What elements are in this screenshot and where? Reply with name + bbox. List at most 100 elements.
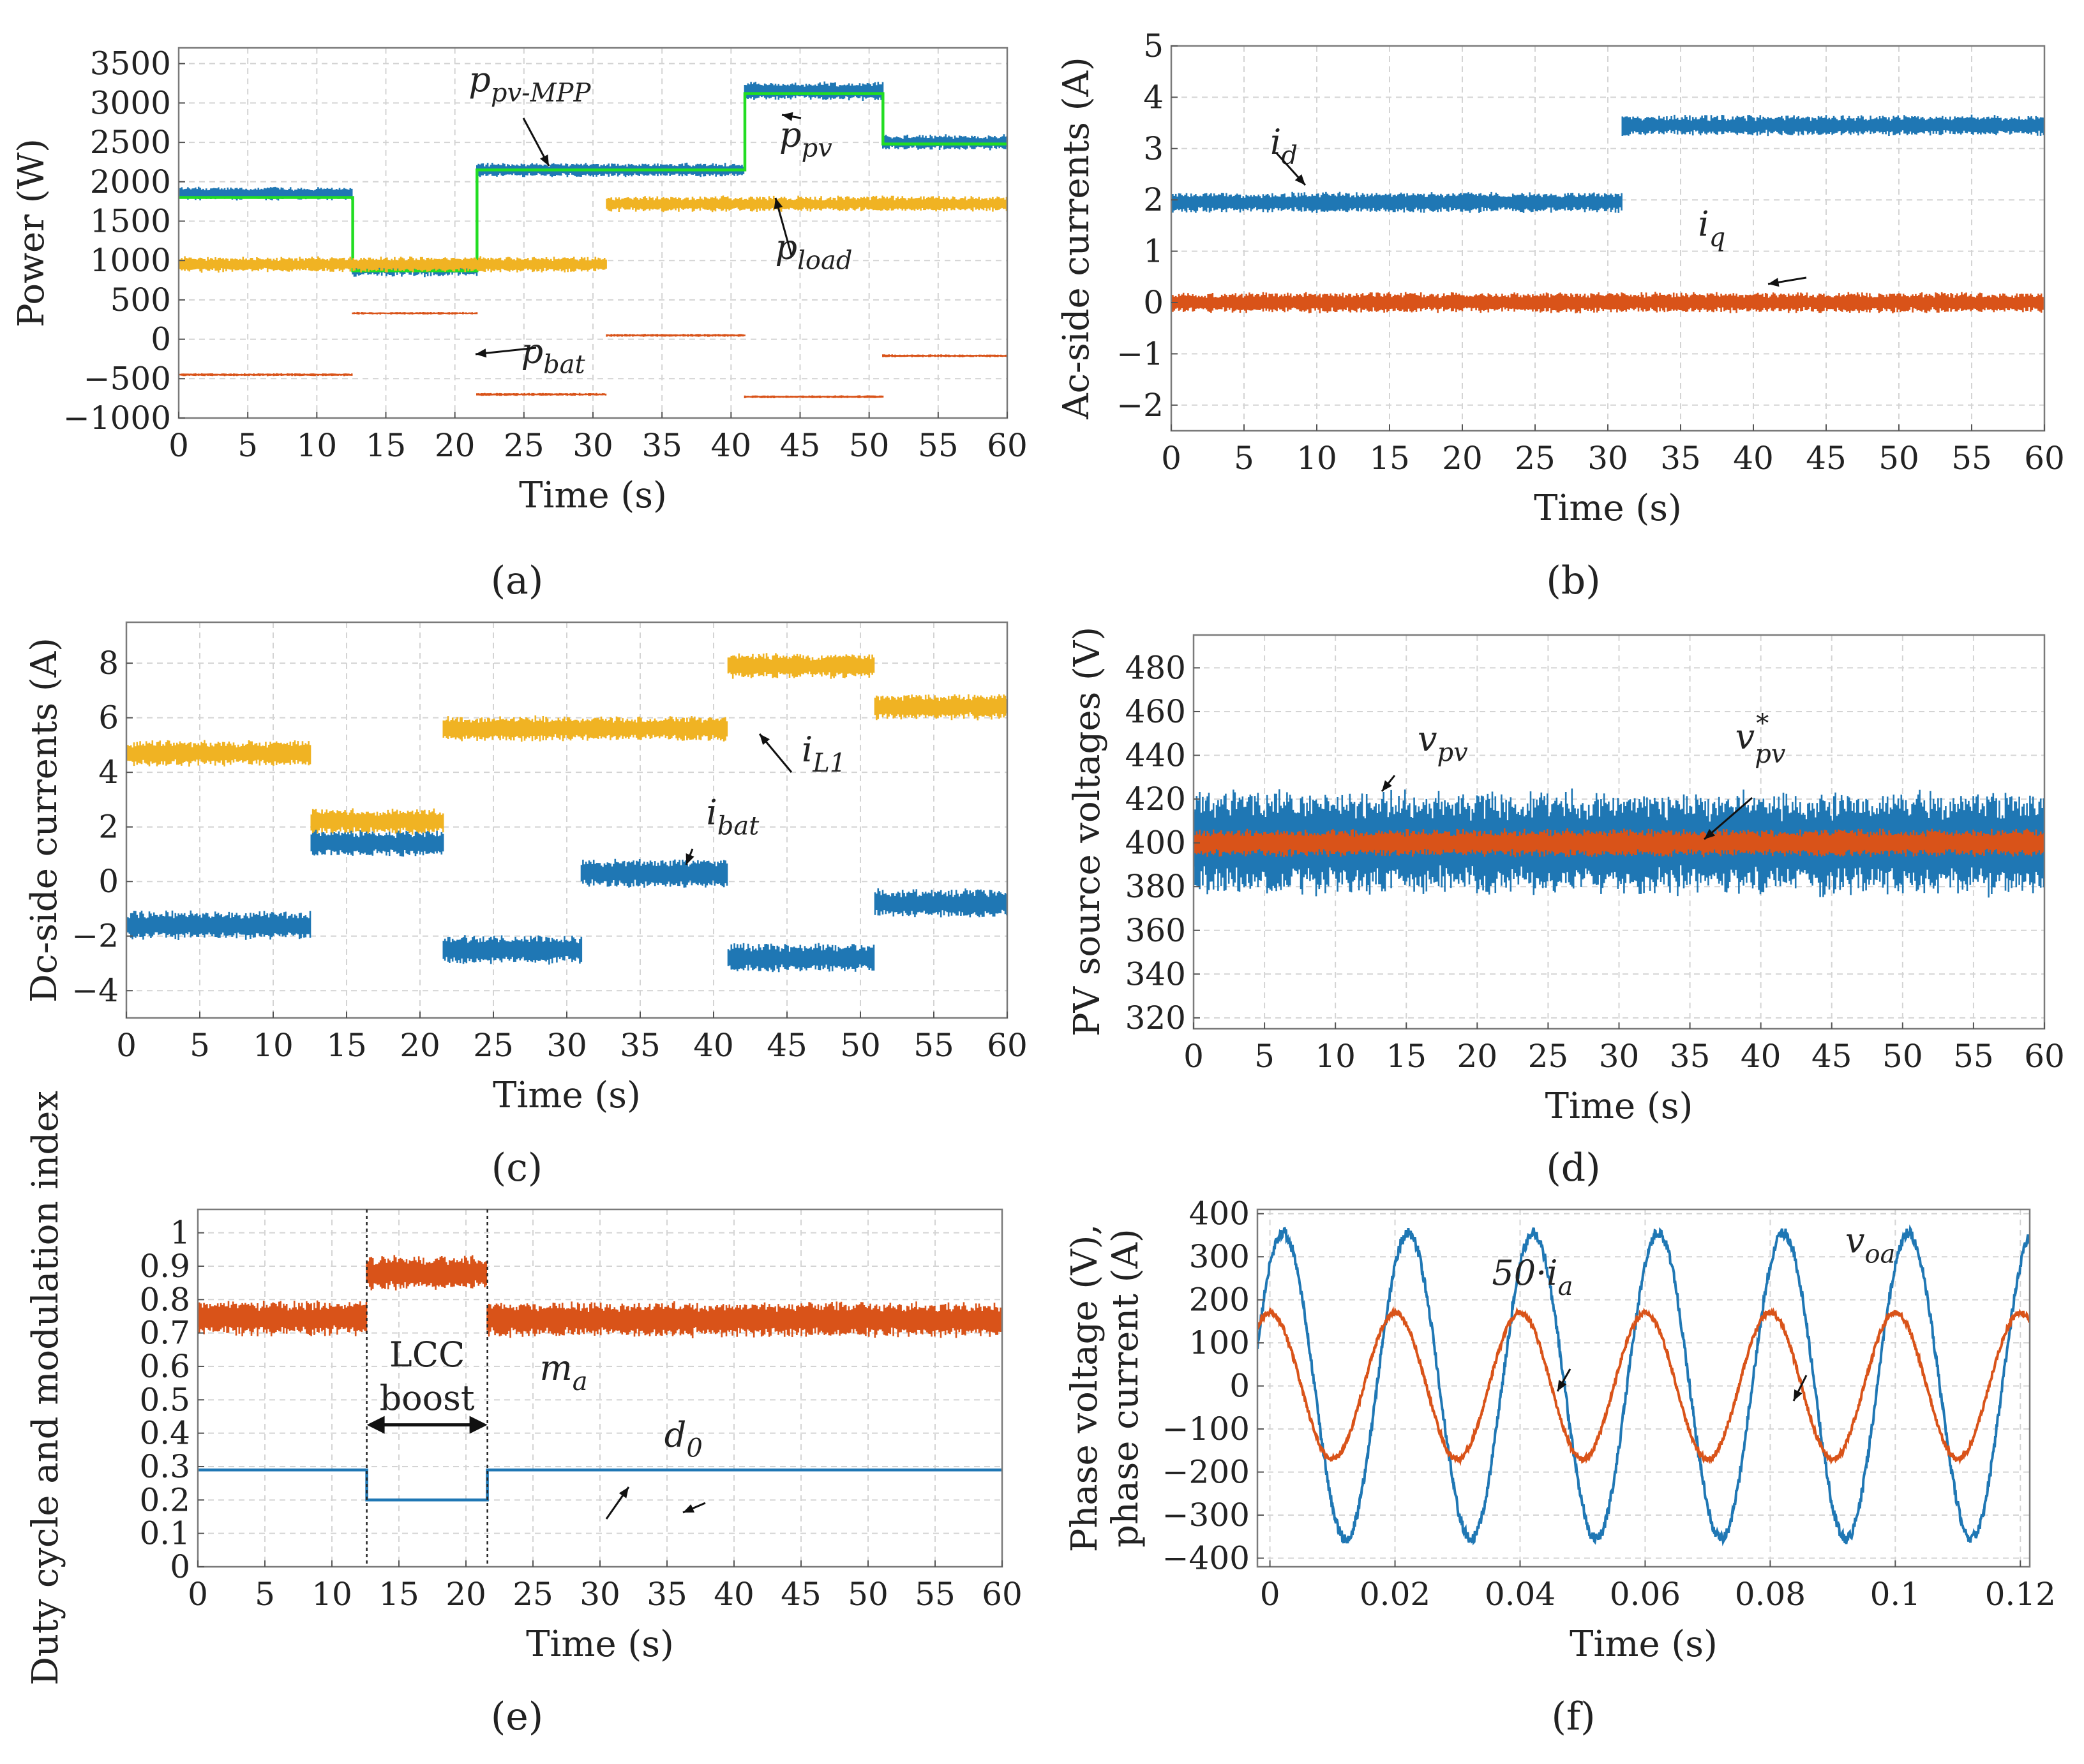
- x-tick-label: 0.06: [1610, 1576, 1681, 1613]
- x-tick-label: 60: [982, 1576, 1023, 1613]
- y-tick-label: 500: [110, 281, 171, 318]
- x-tick-label: 5: [255, 1576, 275, 1613]
- chart-a: 0 5 10 15 20 25 30 35 40 45 50 55 60−1000−5000500100…: [11, 45, 1028, 603]
- y-tick-label: 3: [1143, 130, 1164, 167]
- x-tick-label: 0.08: [1735, 1576, 1806, 1613]
- y-tick-label: 6: [98, 699, 119, 736]
- x-tick-label: 60: [2024, 440, 2065, 477]
- x-tick-label: 60: [2024, 1038, 2065, 1075]
- pointer-arrowhead: [476, 348, 487, 358]
- arrowhead-right: [469, 1416, 488, 1434]
- y-axis-label: Power (W): [11, 138, 52, 327]
- pointer-arrowhead: [760, 734, 770, 745]
- x-tick-label: 55: [918, 427, 959, 464]
- x-tick-label: 45: [1811, 1038, 1852, 1075]
- y-tick-label: 0.9: [139, 1248, 190, 1285]
- y-tick-label: 2000: [90, 163, 171, 200]
- x-tick-label: 0: [1260, 1576, 1280, 1613]
- x-tick-label: 25: [1528, 1038, 1569, 1075]
- x-tick-label: 10: [1296, 440, 1337, 477]
- x-tick-label: 50: [848, 1576, 888, 1613]
- x-axis-label: Time (s): [519, 475, 667, 516]
- series-annotation: ppv-MPP: [469, 59, 591, 108]
- y-tick-label: 2: [1143, 181, 1164, 218]
- x-tick-label: 45: [767, 1027, 807, 1064]
- x-tick-label: 35: [620, 1027, 661, 1064]
- panel-label: (a): [491, 558, 544, 603]
- series-annotation: iq: [1698, 204, 1725, 252]
- y-tick-label: 420: [1125, 781, 1186, 818]
- series-annotation: id: [1270, 122, 1298, 170]
- series-annotation: d0: [664, 1415, 703, 1463]
- series-annotation: 50·ia: [1492, 1253, 1573, 1301]
- x-tick-label: 0.1: [1870, 1576, 1921, 1613]
- y-tick-label: 400: [1189, 1195, 1250, 1232]
- x-tick-label: 25: [473, 1027, 514, 1064]
- x-tick-label: 0.02: [1360, 1576, 1430, 1613]
- x-tick-label: 10: [311, 1576, 352, 1613]
- y-tick-label: 0: [170, 1548, 190, 1585]
- x-tick-label: 30: [1587, 440, 1628, 477]
- x-tick-label: 55: [1953, 1038, 1994, 1075]
- x-tick-label: 0.04: [1485, 1576, 1556, 1613]
- y-tick-label: 4: [98, 754, 119, 791]
- x-tick-label: 15: [366, 427, 407, 464]
- x-tick-label: 45: [1806, 440, 1847, 477]
- x-tick-label: 40: [714, 1576, 754, 1613]
- chart-e: 0 5 10 15 20 25 30 35 40 45 50 55 6000.10.20.30.40.5…: [25, 1091, 1023, 1739]
- y-tick-label: 1500: [90, 202, 171, 239]
- y-tick-label: 360: [1125, 912, 1186, 949]
- series-d-1: [1194, 828, 2044, 858]
- x-axis-label: Time (s): [493, 1075, 641, 1116]
- y-tick-label: 380: [1125, 868, 1186, 905]
- series-a-2: [179, 195, 1007, 273]
- series-group-c: [126, 653, 1007, 973]
- x-tick-label: 35: [1670, 1038, 1711, 1075]
- y-tick-label: 5: [1143, 27, 1164, 64]
- y-axis-label: Duty cycle and modulation index: [25, 1091, 66, 1686]
- x-tick-label: 45: [781, 1576, 821, 1613]
- y-tick-label: 340: [1125, 955, 1186, 992]
- panel-label: (d): [1546, 1146, 1600, 1190]
- pointer-arrowhead: [1382, 780, 1392, 791]
- x-tick-label: 15: [1369, 440, 1410, 477]
- x-tick-label: 60: [987, 1027, 1028, 1064]
- series-b-0: [1171, 114, 2044, 213]
- x-tick-label: 0.12: [1985, 1576, 2056, 1613]
- pointer-arrowhead: [1704, 828, 1716, 839]
- arrowhead-left: [366, 1416, 385, 1434]
- y-tick-label: 440: [1125, 737, 1186, 774]
- x-tick-label: 0: [1161, 440, 1181, 477]
- y-tick-label: 0.5: [139, 1381, 190, 1418]
- x-tick-label: 0: [1183, 1038, 1204, 1075]
- y-tick-label: 0: [98, 863, 119, 900]
- pointer-arrowhead: [618, 1487, 629, 1499]
- y-tick-label: 2: [98, 809, 119, 846]
- pointer-arrowhead: [1557, 1380, 1567, 1391]
- pointer-arrowhead: [683, 1504, 694, 1513]
- y-tick-label: 320: [1125, 999, 1186, 1036]
- plot-frame-f: [1256, 1208, 2031, 1568]
- y-tick-label: −4: [71, 972, 119, 1009]
- series-annotation: ibat: [707, 792, 760, 841]
- panel-label: (e): [491, 1694, 543, 1739]
- x-tick-label: 20: [1457, 1038, 1498, 1075]
- pointer-arrowhead: [686, 853, 694, 865]
- y-tick-label: 0.4: [139, 1415, 190, 1452]
- series-group-b: [1171, 114, 2044, 313]
- y-axis-label: Phase voltage (V),phase current (A): [1064, 1224, 1146, 1553]
- pointer-arrowhead: [1294, 174, 1305, 185]
- x-tick-label: 0: [116, 1027, 137, 1064]
- y-tick-label: −400: [1162, 1540, 1250, 1577]
- series-group-e: [198, 1255, 1002, 1502]
- y-tick-label: 0: [1143, 284, 1164, 321]
- y-tick-label: −2: [71, 918, 119, 955]
- y-tick-label: 0.7: [139, 1315, 190, 1352]
- pointer-arrowhead: [1768, 278, 1780, 287]
- y-tick-label: 200: [1189, 1282, 1250, 1319]
- x-tick-label: 55: [915, 1576, 956, 1613]
- series-c-0: [126, 653, 1007, 835]
- chart-f: 0 0.02 0.04 0.06 0.08 0.1 0.12 −400 −300 −200 −100…: [1064, 1195, 2056, 1739]
- x-tick-label: 15: [1386, 1038, 1427, 1075]
- series-group-f: [1257, 1224, 2030, 1546]
